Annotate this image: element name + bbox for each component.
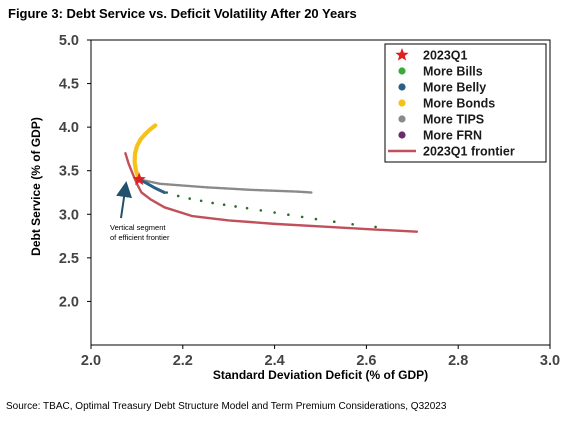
bills-point — [351, 223, 354, 226]
legend-label: More Bonds — [423, 97, 495, 111]
legend-label: More FRN — [423, 129, 482, 143]
legend-marker-more-frn — [398, 131, 406, 139]
bills-point — [245, 206, 249, 210]
bills-point — [234, 205, 237, 208]
bills-point — [273, 211, 276, 214]
plot-frame — [90, 39, 551, 346]
source-note: Source: TBAC, Optimal Treasury Debt Stru… — [6, 401, 447, 412]
y-tick-label: 4.5 — [59, 77, 79, 93]
annotation-text: Vertical segment of efficient frontier — [110, 223, 170, 242]
y-axis-title: Debt Service (% of GDP) — [29, 117, 43, 256]
bills-point — [188, 197, 191, 200]
y-tick-label: 2.5 — [59, 251, 79, 267]
annotation-layer: Vertical segment of efficient frontier — [110, 181, 170, 242]
bonds-line — [132, 123, 158, 182]
bills-point — [259, 209, 263, 212]
legend-box — [384, 43, 547, 163]
bills-point — [300, 215, 304, 219]
legend-label: 2023Q1 frontier — [423, 145, 515, 159]
x-tick-label: 2.4 — [265, 353, 285, 369]
x-axis-title: Standard Deviation Deficit (% of GDP) — [213, 368, 428, 382]
star-2023q1-marker — [132, 172, 146, 186]
bills-point — [176, 194, 180, 198]
y-tick-label: 4.0 — [59, 120, 79, 136]
legend-label: More Belly — [423, 81, 486, 95]
y-tick-label: 5.0 — [59, 33, 79, 49]
bills-point — [314, 217, 318, 221]
legend-label: More Bills — [423, 65, 483, 79]
x-tick-label: 2.2 — [173, 353, 193, 369]
x-tick-label: 3.0 — [540, 353, 560, 369]
legend-label: More TIPS — [423, 113, 484, 127]
annotation-arrow — [116, 181, 132, 219]
legend-label: 2023Q1 — [423, 49, 468, 63]
annotation-line: Vertical segment — [110, 223, 166, 232]
bills-point — [287, 213, 290, 217]
y-tick-label: 3.5 — [59, 164, 79, 180]
figure-title: Figure 3: Debt Service vs. Deficit Volat… — [8, 6, 357, 21]
bills-point — [199, 199, 203, 203]
bills-point — [332, 220, 336, 223]
bills-point — [211, 201, 214, 205]
axes: 2.0 2.5 3.0 3.5 4.0 4.5 5.0 2.0 2.2 2.4 2.6 2.8 3.0 S… — [29, 33, 560, 382]
bills-point — [222, 203, 226, 206]
frontier-line — [124, 152, 419, 233]
annotation-line: of efficient frontier — [110, 233, 170, 242]
x-tick-label: 2.6 — [356, 353, 376, 369]
belly-line — [137, 177, 166, 194]
legend-marker-more-belly — [398, 83, 406, 91]
legend-marker-more-bills — [398, 67, 406, 75]
x-tick-label: 2.0 — [81, 353, 101, 369]
legend-marker-more-bonds — [398, 99, 406, 107]
legend: 2023Q1 More Bills More Belly More Bonds More… — [384, 43, 547, 163]
bills-point — [165, 191, 169, 194]
tips-line — [137, 178, 313, 194]
legend-marker-more-tips — [398, 115, 406, 123]
legend-star-icon — [395, 48, 409, 61]
bills-point — [374, 225, 377, 229]
y-tick-label: 3.0 — [59, 207, 79, 223]
series-layer — [124, 123, 419, 233]
x-tick-label: 2.8 — [448, 353, 468, 369]
y-tick-label: 2.0 — [59, 294, 79, 310]
